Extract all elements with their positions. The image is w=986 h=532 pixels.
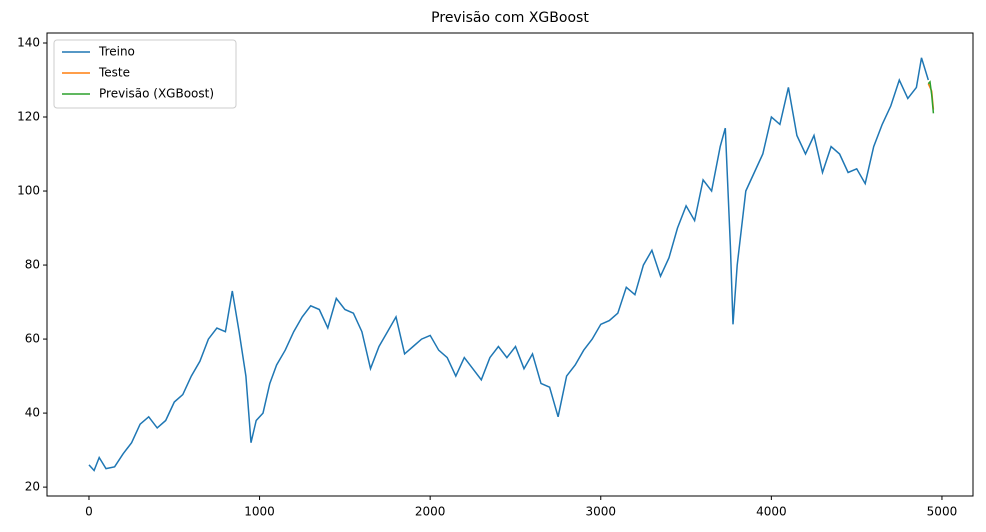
y-tick-label: 20 <box>25 480 40 494</box>
x-tick-label: 2000 <box>415 505 446 519</box>
x-tick-label: 4000 <box>756 505 787 519</box>
series-line <box>927 80 935 114</box>
y-tick-label: 100 <box>17 184 40 198</box>
y-tick-label: 80 <box>25 258 40 272</box>
y-tick-label: 120 <box>17 110 40 124</box>
x-tick-label: 1000 <box>244 505 275 519</box>
x-tick-label: 3000 <box>585 505 616 519</box>
x-tick-label: 0 <box>85 505 93 519</box>
legend-box <box>53 39 237 109</box>
x-tick-label: 5000 <box>927 505 958 519</box>
y-tick-label: 40 <box>25 406 40 420</box>
chart-title: Previsão com XGBoost <box>431 10 589 26</box>
legend-label: Teste <box>98 66 130 80</box>
y-tick-label: 60 <box>25 332 40 346</box>
legend-label: Previsão (XGBoost) <box>99 87 214 101</box>
legend-label: Treino <box>98 45 135 59</box>
series-line <box>88 57 930 472</box>
plot-frame <box>46 32 974 497</box>
y-tick-label: 140 <box>17 35 40 49</box>
